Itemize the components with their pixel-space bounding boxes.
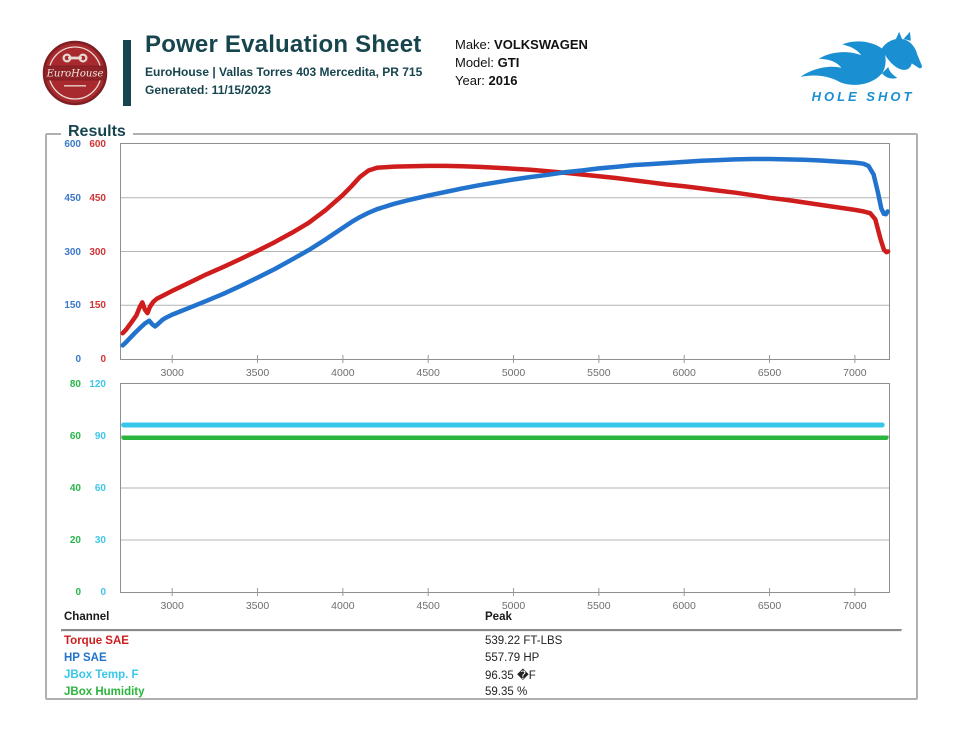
y-axis-tick-label: 30 — [94, 535, 106, 546]
y-axis-tick-label: 20 — [69, 535, 81, 546]
channel-hp-sae: HP SAE — [64, 651, 107, 664]
table-row: HP SAE 557.79 HP — [61, 649, 902, 666]
x-axis-tick-label: 3000 — [160, 600, 184, 612]
peak-torque-sae: 539.22 FT-LBS — [485, 634, 563, 647]
channel-torque-sae: Torque SAE — [64, 634, 129, 647]
vehicle-make: Make: VOLKSWAGEN — [455, 37, 588, 52]
y-axis-tick-label: 120 — [89, 379, 106, 390]
x-axis-tick-label: 3500 — [245, 600, 270, 612]
peak-table: Channel Peak Torque SAE 539.22 FT-LBS HP… — [61, 608, 902, 700]
x-axis-tick-label: 7000 — [843, 600, 867, 612]
y-axis-tick-label: 300 — [64, 246, 81, 258]
x-axis-tick-label: 5500 — [587, 367, 611, 379]
x-axis-tick-label: 6000 — [672, 367, 696, 379]
wrench-icon — [62, 53, 88, 63]
channel-jbox-humidity: JBox Humidity — [64, 685, 145, 698]
y-axis-tick-label: 60 — [94, 483, 106, 494]
table-header: Channel Peak — [61, 608, 902, 629]
x-axis-tick-label: 5000 — [501, 600, 526, 612]
x-axis-tick-label: 6500 — [757, 367, 782, 379]
y-axis-tick-label: 90 — [94, 431, 106, 442]
vehicle-model: Model: GTI — [455, 55, 520, 70]
eurohouse-logo: EuroHouse — [42, 40, 108, 106]
y-axis-tick-label: 60 — [69, 431, 81, 442]
y-axis-tick-label: 0 — [75, 354, 81, 365]
brand-name: HOLE SHOT — [811, 89, 915, 104]
shop-address: EuroHouse | Vallas Torres 403 Mercedita,… — [145, 65, 423, 79]
title-divider-bar — [123, 40, 131, 106]
results-legend: Results — [61, 123, 133, 141]
table-row: JBox Temp. F 96.35 �F — [61, 666, 902, 683]
x-axis-tick-label: 5000 — [501, 367, 526, 379]
page-title: Power Evaluation Sheet — [145, 31, 422, 58]
horse-logo-icon — [800, 31, 922, 85]
y-axis-tick-label: 0 — [100, 354, 106, 365]
holeshot-brand: HOLE SHOT — [788, 30, 938, 104]
column-peak: Peak — [485, 611, 512, 623]
results-section: Results Channel Peak Torque SAE 539.22 F… — [45, 123, 918, 700]
peak-jbox-temp: 96.35 �F — [485, 669, 536, 682]
y-axis-tick-label: 0 — [75, 587, 81, 598]
table-header-rule — [61, 629, 902, 632]
y-axis-tick-label: 40 — [69, 483, 81, 494]
x-axis-tick-label: 3000 — [160, 367, 184, 379]
y-axis-tick-label: 450 — [64, 192, 81, 204]
logo-text: EuroHouse — [46, 69, 104, 80]
x-axis-tick-label: 6000 — [672, 600, 696, 612]
x-axis-tick-label: 7000 — [843, 367, 867, 379]
x-axis-tick-label: 4000 — [331, 367, 355, 379]
vehicle-year: Year: 2016 — [455, 73, 518, 88]
y-axis-tick-label: 150 — [89, 300, 106, 312]
column-channel: Channel — [64, 611, 110, 623]
peak-hp-sae: 557.79 HP — [485, 651, 540, 664]
vehicle-info: Make: VOLKSWAGEN Model: GTI Year: 2016 — [455, 36, 588, 90]
x-axis-tick-label: 4500 — [416, 367, 440, 379]
peak-jbox-humidity: 59.35 % — [485, 685, 528, 698]
generated-date: Generated: 11/15/2023 — [145, 83, 272, 97]
y-axis-tick-label: 450 — [89, 192, 106, 204]
y-axis-tick-label: 80 — [69, 379, 81, 390]
x-axis-tick-label: 3500 — [245, 367, 270, 379]
y-axis-tick-label: 600 — [64, 139, 81, 150]
environment-chart: 0 20 40 60 80 0 30 60 90 120 3000 3500 4000 4500 5000 5… — [70, 379, 890, 612]
x-axis-tick-label: 5500 — [587, 600, 611, 612]
y-axis-tick-label: 300 — [89, 246, 106, 258]
table-row: Torque SAE 539.22 FT-LBS — [61, 632, 902, 649]
table-row: JBox Humidity 59.35 % — [61, 683, 902, 700]
x-axis-tick-label: 4000 — [331, 600, 355, 612]
y-axis-tick-label: 0 — [100, 587, 106, 598]
y-axis-tick-label: 150 — [64, 300, 81, 312]
x-axis-tick-label: 4500 — [416, 600, 440, 612]
power-torque-chart: 0 150 300 450 600 0 150 300 450 600 3000 3500 4000 45… — [64, 139, 891, 379]
channel-jbox-temp: JBox Temp. F — [64, 668, 139, 681]
x-axis-tick-label: 6500 — [757, 600, 782, 612]
y-axis-tick-label: 600 — [89, 139, 106, 150]
